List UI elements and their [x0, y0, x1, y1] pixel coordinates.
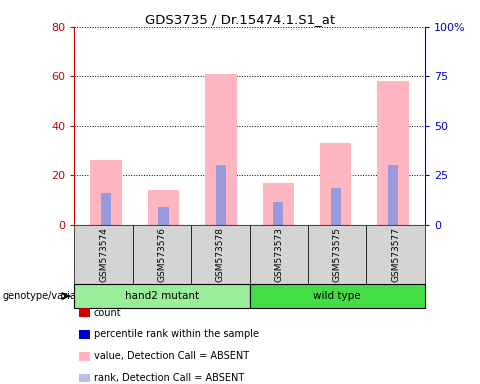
Text: count: count [94, 308, 121, 318]
Text: GSM573575: GSM573575 [333, 227, 342, 282]
Bar [90, 161, 122, 225]
Bar [148, 190, 180, 225]
Bar [263, 183, 294, 225]
Bar [388, 166, 398, 225]
Text: GSM573576: GSM573576 [157, 227, 167, 282]
Text: GSM573574: GSM573574 [99, 227, 108, 282]
Bar [377, 81, 409, 225]
Text: value, Detection Call = ABSENT: value, Detection Call = ABSENT [94, 351, 249, 361]
Text: hand2 mutant: hand2 mutant [125, 291, 199, 301]
Text: wild type: wild type [313, 291, 361, 301]
Bar [331, 187, 341, 225]
Text: percentile rank within the sample: percentile rank within the sample [94, 329, 259, 339]
Bar [216, 166, 226, 225]
Text: GDS3735 / Dr.15474.1.S1_at: GDS3735 / Dr.15474.1.S1_at [145, 13, 335, 26]
Bar [273, 202, 284, 225]
Text: genotype/variation: genotype/variation [2, 291, 95, 301]
Text: GSM573578: GSM573578 [216, 227, 225, 282]
Bar [320, 143, 351, 225]
Text: GSM573577: GSM573577 [391, 227, 400, 282]
Bar [205, 74, 237, 225]
Bar [158, 207, 168, 225]
Text: GSM573573: GSM573573 [274, 227, 283, 282]
Bar [101, 192, 111, 225]
Text: rank, Detection Call = ABSENT: rank, Detection Call = ABSENT [94, 373, 244, 383]
